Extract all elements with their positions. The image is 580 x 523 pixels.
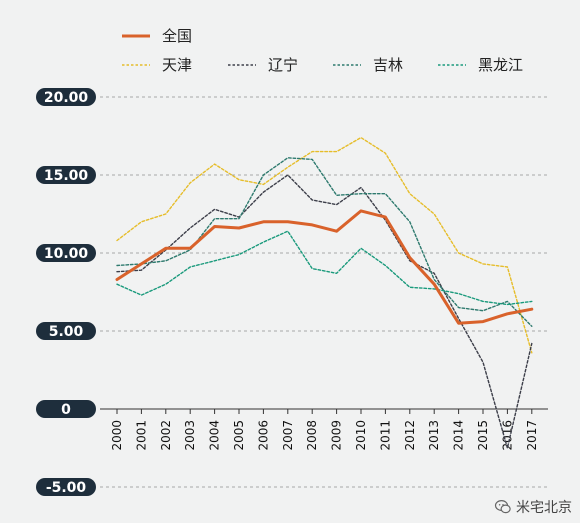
wechat-icon <box>494 500 511 514</box>
y-tick-label: 20.00 <box>44 90 89 106</box>
chart-series <box>115 136 534 449</box>
y-tick-badge <box>36 244 96 262</box>
y-tick-label: 10.00 <box>44 246 89 262</box>
x-axis: 2000 2001 2002 2003 2004 2005 2006 2007 2008 2009… <box>100 408 548 451</box>
x-tick-label: 2015 <box>476 420 490 451</box>
x-tick-label: 2000 <box>110 420 124 451</box>
x-tick-label: 2005 <box>232 420 246 451</box>
series-line-2 <box>116 136 533 354</box>
x-tick-label: 2016 <box>500 420 514 451</box>
legend-label: 吉林 <box>373 56 403 74</box>
y-tick-badge <box>36 322 96 340</box>
x-tick-label: 2008 <box>305 420 319 451</box>
x-tick-label: 2013 <box>427 420 441 451</box>
x-tick-label: 2011 <box>378 420 392 451</box>
x-tick-label: 2003 <box>183 420 197 451</box>
x-tick-label: 2009 <box>330 420 344 451</box>
y-tick-badge <box>36 400 96 418</box>
series-line-4 <box>116 157 533 327</box>
x-tick-label: 2010 <box>354 420 368 451</box>
legend-label: 辽宁 <box>268 56 298 74</box>
x-tick-label: 2004 <box>208 420 222 451</box>
y-tick-label: 5.00 <box>49 324 84 340</box>
legend-label: 黑龙江 <box>478 56 523 74</box>
x-tick-label: 2012 <box>403 420 417 451</box>
x-tick-label: 2001 <box>134 420 148 451</box>
y-tick-badge <box>36 88 96 106</box>
x-tick-label: 2007 <box>281 420 295 451</box>
series-line-1 <box>115 209 534 325</box>
y-axis: -5.00 0 5.00 10.00 15.00 20.00 <box>36 88 96 496</box>
series-line-3 <box>116 174 533 449</box>
y-tick-badge <box>36 166 96 184</box>
y-tick-badge <box>36 478 96 496</box>
y-tick-label: 0 <box>61 402 71 418</box>
y-tick-label: 15.00 <box>44 168 89 184</box>
x-tick-label: 2002 <box>159 420 173 451</box>
legend-label: 天津 <box>162 56 192 74</box>
watermark: 米宅北京 <box>494 497 572 517</box>
x-tick-label: 2006 <box>256 420 270 451</box>
x-tick-label: 2014 <box>452 420 466 451</box>
y-tick-label: -5.00 <box>46 480 87 496</box>
series-line-5 <box>116 230 533 306</box>
watermark-text: 米宅北京 <box>516 500 572 516</box>
x-tick-label: 2017 <box>525 420 539 451</box>
legend-label: 全国 <box>162 27 192 45</box>
